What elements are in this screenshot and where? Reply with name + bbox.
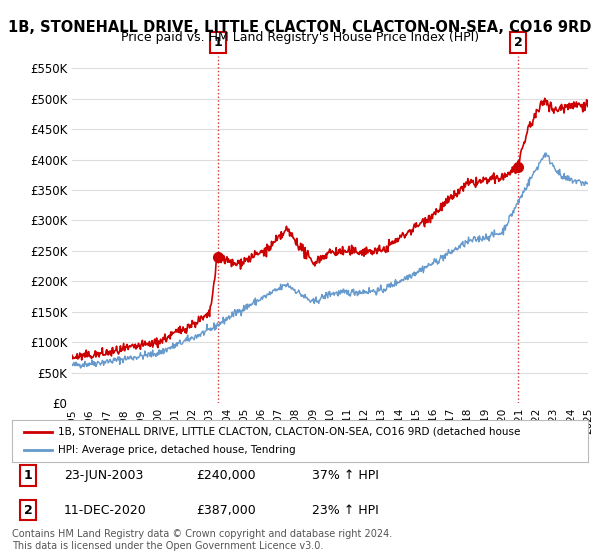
Text: Price paid vs. HM Land Registry's House Price Index (HPI): Price paid vs. HM Land Registry's House … xyxy=(121,31,479,44)
Text: £240,000: £240,000 xyxy=(196,469,256,482)
Text: 23-JUN-2003: 23-JUN-2003 xyxy=(64,469,143,482)
Text: 1: 1 xyxy=(214,36,222,49)
Text: HPI: Average price, detached house, Tendring: HPI: Average price, detached house, Tend… xyxy=(58,445,296,455)
Text: £387,000: £387,000 xyxy=(196,503,256,516)
Text: Contains HM Land Registry data © Crown copyright and database right 2024.
This d: Contains HM Land Registry data © Crown c… xyxy=(12,529,392,551)
Text: 2: 2 xyxy=(514,36,523,49)
Text: 1B, STONEHALL DRIVE, LITTLE CLACTON, CLACTON-ON-SEA, CO16 9RD: 1B, STONEHALL DRIVE, LITTLE CLACTON, CLA… xyxy=(8,20,592,35)
Text: 11-DEC-2020: 11-DEC-2020 xyxy=(64,503,146,516)
Text: 23% ↑ HPI: 23% ↑ HPI xyxy=(311,503,378,516)
Text: 2: 2 xyxy=(23,503,32,516)
Text: 37% ↑ HPI: 37% ↑ HPI xyxy=(311,469,379,482)
Text: 1B, STONEHALL DRIVE, LITTLE CLACTON, CLACTON-ON-SEA, CO16 9RD (detached house: 1B, STONEHALL DRIVE, LITTLE CLACTON, CLA… xyxy=(58,427,520,437)
Text: 1: 1 xyxy=(23,469,32,482)
